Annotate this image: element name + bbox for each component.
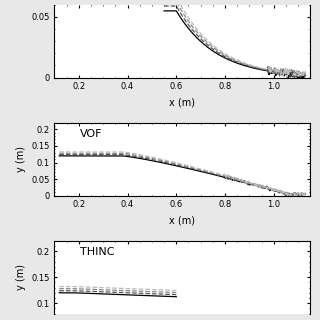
Text: THINC: THINC xyxy=(80,247,115,257)
X-axis label: x (m): x (m) xyxy=(169,215,196,225)
Y-axis label: y (m): y (m) xyxy=(16,146,26,172)
X-axis label: x (m): x (m) xyxy=(169,97,196,107)
Text: VOF: VOF xyxy=(80,129,102,139)
Y-axis label: y (m): y (m) xyxy=(16,264,26,290)
